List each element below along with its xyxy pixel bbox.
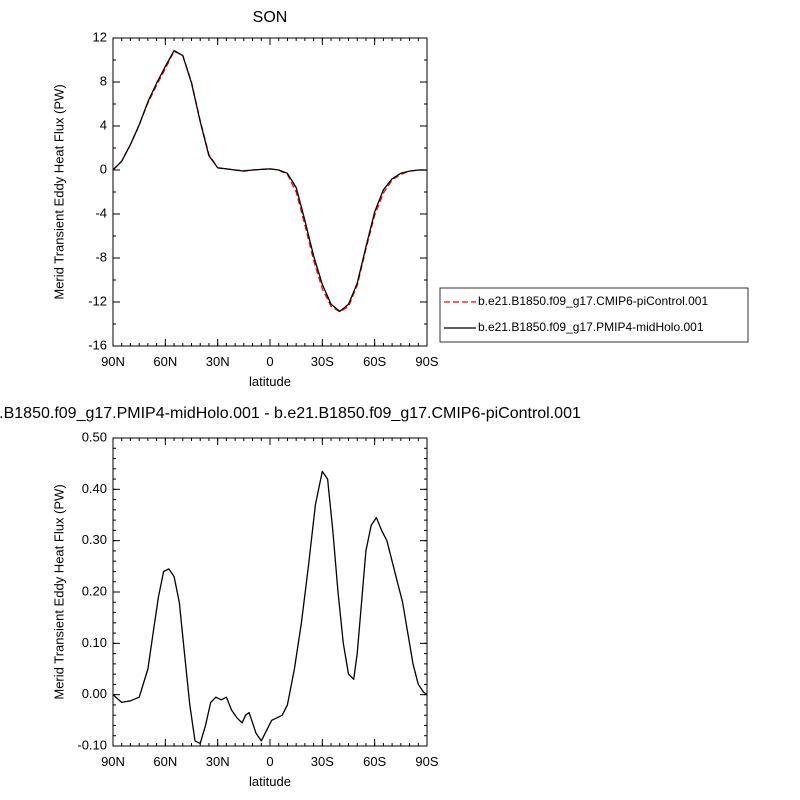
- y-tick-label: 0.40: [82, 481, 107, 496]
- x-tick-label: 60N: [153, 354, 177, 369]
- y-axis-title: Merid Transient Eddy Heat Flux (PW): [51, 84, 66, 299]
- y-axis-title: Merid Transient Eddy Heat Flux (PW): [51, 484, 66, 699]
- y-tick-label: 0.50: [82, 429, 107, 444]
- chart-title: b.e21.B1850.f09_g17.PMIP4-midHolo.001 - …: [0, 405, 581, 422]
- x-tick-label: 30N: [206, 354, 230, 369]
- x-tick-label: 30S: [311, 754, 334, 769]
- series-line-1: [112, 49, 427, 313]
- x-tick-label: 60N: [153, 754, 177, 769]
- y-tick-label: -16: [88, 337, 107, 352]
- y-tick-label: 0.10: [82, 635, 107, 650]
- chart-title: SON: [253, 9, 288, 26]
- x-tick-label: 90N: [101, 754, 125, 769]
- x-tick-label: 0: [266, 354, 273, 369]
- legend-label-0: b.e21.B1850.f09_g17.CMIP6-piControl.001: [478, 294, 708, 308]
- x-tick-label: 90N: [101, 354, 125, 369]
- top-panel: SON 90N 60N 30N 0 30S 60S 90S latitude -16 -12 -8 -4…: [51, 9, 749, 389]
- plot-frame: [112, 437, 428, 747]
- x-tick-label: 30S: [311, 354, 334, 369]
- x-tick-label: 90S: [415, 354, 438, 369]
- x-tick-label: 0: [266, 754, 273, 769]
- plot-frame: [112, 37, 428, 347]
- x-tick-label: 60S: [363, 754, 386, 769]
- legend-box: [439, 287, 749, 343]
- x-tick-label: 30N: [206, 754, 230, 769]
- y-tick-label: 12: [93, 29, 107, 44]
- y-tick-label: 0.00: [82, 686, 107, 701]
- y-tick-label: -8: [95, 249, 107, 264]
- x-axis-title: latitude: [249, 374, 291, 389]
- y-tick-label: 4: [100, 117, 107, 132]
- y-tick-label: 8: [100, 73, 107, 88]
- x-tick-label: 90S: [415, 754, 438, 769]
- x-axis-title: latitude: [249, 774, 291, 789]
- series-line-0: [112, 470, 428, 745]
- y-tick-label: 0.20: [82, 583, 107, 598]
- y-tick-label: 0: [100, 161, 107, 176]
- x-tick-label: 60S: [363, 354, 386, 369]
- series-line-0: [112, 50, 427, 313]
- bottom-panel: b.e21.B1850.f09_g17.PMIP4-midHolo.001 - …: [0, 405, 581, 789]
- y-tick-label: -4: [95, 205, 107, 220]
- y-tick-label: -12: [88, 293, 107, 308]
- legend-label-1: b.e21.B1850.f09_g17.PMIP4-midHolo.001: [478, 320, 704, 334]
- y-tick-label: -0.10: [77, 737, 107, 752]
- y-tick-label: 0.30: [82, 532, 107, 547]
